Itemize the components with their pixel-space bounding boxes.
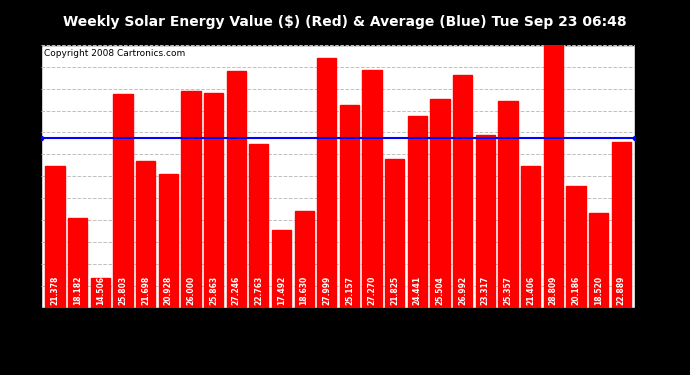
Bar: [453, 75, 472, 308]
Text: 18.520: 18.520: [594, 276, 603, 305]
Text: 20.928: 20.928: [164, 276, 172, 305]
Text: 27.999: 27.999: [322, 276, 331, 305]
Text: Weekly Solar Energy Value ($) (Red) & Average (Blue) Tue Sep 23 06:48: Weekly Solar Energy Value ($) (Red) & Av…: [63, 15, 627, 29]
Bar: [181, 91, 201, 308]
Bar: [113, 94, 132, 308]
Text: 21.406: 21.406: [526, 276, 535, 305]
Bar: [272, 230, 291, 308]
Bar: [611, 142, 631, 308]
Text: 21.378: 21.378: [50, 276, 59, 305]
Bar: [566, 186, 586, 308]
Text: 18.182: 18.182: [73, 276, 82, 305]
Text: 25.157: 25.157: [345, 276, 354, 305]
Bar: [385, 159, 404, 308]
Text: 20.186: 20.186: [571, 276, 580, 305]
Bar: [136, 161, 155, 308]
Text: 23.317: 23.317: [481, 276, 490, 305]
Bar: [68, 218, 87, 308]
Text: 14.506: 14.506: [96, 276, 105, 305]
Bar: [204, 93, 223, 308]
Text: 25.357: 25.357: [504, 276, 513, 305]
Bar: [226, 70, 246, 308]
Bar: [46, 166, 65, 308]
Bar: [431, 99, 450, 308]
Text: 28.809: 28.809: [549, 276, 558, 305]
Bar: [159, 174, 178, 308]
Bar: [498, 101, 518, 308]
Bar: [317, 58, 337, 308]
Bar: [295, 211, 314, 308]
Text: 25.504: 25.504: [435, 276, 444, 305]
Bar: [90, 278, 110, 308]
Bar: [249, 144, 268, 308]
Text: 25.803: 25.803: [119, 276, 128, 305]
Bar: [339, 105, 359, 308]
Text: 26.992: 26.992: [458, 276, 467, 305]
Bar: [475, 135, 495, 308]
Text: 23.083: 23.083: [638, 120, 648, 157]
Text: 27.270: 27.270: [368, 276, 377, 305]
Text: Copyright 2008 Cartronics.com: Copyright 2008 Cartronics.com: [44, 49, 186, 58]
Text: 17.492: 17.492: [277, 276, 286, 305]
Text: 25.863: 25.863: [209, 276, 218, 305]
Bar: [521, 166, 540, 308]
Text: 26.000: 26.000: [186, 276, 195, 305]
Text: 24.441: 24.441: [413, 276, 422, 305]
Text: 22.763: 22.763: [255, 276, 264, 305]
Text: 22.889: 22.889: [617, 276, 626, 305]
Text: 18.630: 18.630: [299, 276, 308, 305]
Text: 21.698: 21.698: [141, 276, 150, 305]
Text: 21.825: 21.825: [391, 276, 400, 305]
Text: 23.083: 23.083: [12, 120, 22, 157]
Bar: [408, 116, 427, 308]
Bar: [362, 70, 382, 308]
Bar: [544, 45, 563, 308]
Text: 27.246: 27.246: [232, 276, 241, 305]
Bar: [589, 213, 608, 308]
